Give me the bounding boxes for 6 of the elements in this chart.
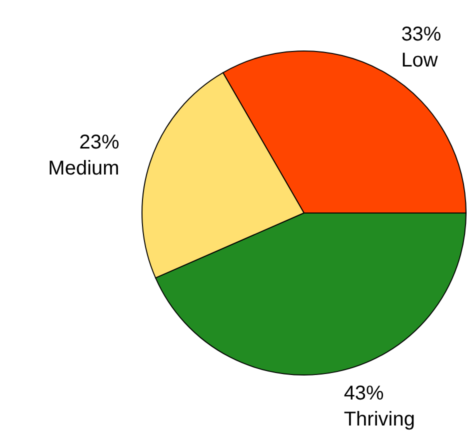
data-label: 23%	[79, 131, 120, 154]
slice-label: Low	[401, 50, 438, 72]
data-label: 33%	[401, 24, 442, 46]
data-label: 43%	[344, 382, 384, 404]
slice-label: Thriving	[344, 408, 415, 430]
slice-label: Medium	[48, 157, 120, 180]
